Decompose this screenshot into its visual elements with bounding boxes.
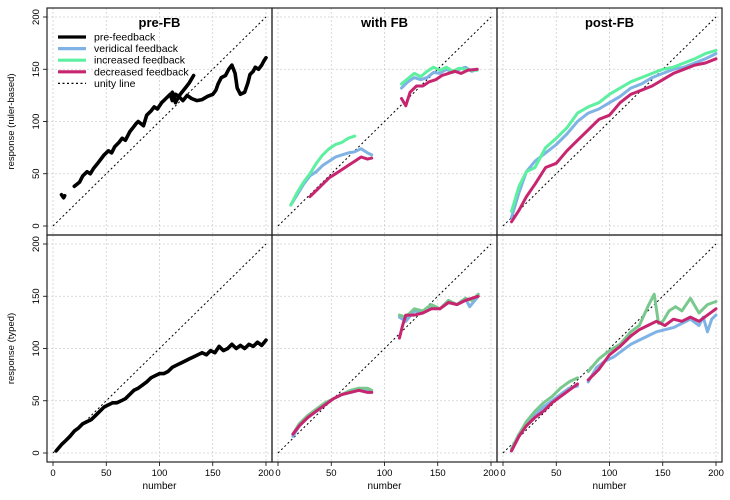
xtick-label: 150 [205,468,221,479]
series-line-decreased [510,382,579,453]
xtick-label: 200 [708,468,724,479]
x-axis-label: number [593,481,628,492]
series-line-decreased [291,388,374,436]
series-line-pre [59,192,67,200]
series-line-increased [289,134,357,207]
panel-title: pre-FB [139,15,181,30]
series-line-increased [510,48,718,213]
legend-label: increased feedback [94,55,186,67]
legend-label: unity line [94,78,136,90]
ytick-label: 50 [31,168,42,179]
series-line-decreased [308,155,374,199]
series-line-pre [72,73,196,189]
xtick-label: 50 [551,468,562,479]
xtick-label: 50 [101,468,112,479]
unity-line [52,16,267,227]
xtick-label: 0 [500,468,505,479]
series-line-decreased [586,307,718,382]
panel-1-2: 0 50 100 150 200 number [496,234,724,492]
xtick-label: 100 [152,468,168,479]
panel-1-1: 0 50 100 150 200 number [271,234,499,492]
panel-0-2: post-FB [496,7,723,236]
series-line-veridical [400,65,479,90]
legend-label: decreased feedback [94,66,189,78]
grid [497,235,722,462]
series-line-decreased [510,57,718,224]
grid [47,235,272,462]
y-axis-label: response (typed) [6,313,17,384]
series-line-decreased [400,67,479,108]
series-line-veridical [510,384,579,453]
panel-title: with FB [360,15,408,30]
panel-title: post-FB [585,15,634,30]
xtick-label: 150 [430,468,446,479]
legend-label: veridical feedback [94,43,179,55]
unity-line [502,16,717,227]
ytick-label: 100 [31,341,42,357]
xtick-label: 100 [602,468,618,479]
series-line-veridical [586,313,718,384]
ytick-label: 0 [31,223,42,228]
unity-line [502,243,717,454]
ytick-label: 200 [31,236,42,252]
xtick-label: 0 [50,468,55,479]
ytick-label: 0 [31,450,42,455]
ytick-label: 100 [31,114,42,130]
y-axis-label: response (ruler-based) [6,73,17,169]
series-line-increased [400,65,479,86]
ytick-label: 50 [31,395,42,406]
legend-label: pre-feedback [94,32,156,44]
x-axis-label: number [368,481,403,492]
series-line-pre [170,55,268,105]
x-axis-label: number [143,481,178,492]
grid [497,8,722,235]
unity-line [277,243,492,454]
series-line-pre [54,338,268,453]
xtick-label: 100 [377,468,393,479]
ytick-label: 200 [31,9,42,25]
series-line-veridical [510,52,718,220]
panel-0-1: with FB [271,7,498,236]
series-line-decreased [397,294,480,340]
xtick-label: 200 [483,468,499,479]
series-line-increased_typed [510,376,579,451]
ytick-label: 150 [31,288,42,304]
xtick-label: 50 [326,468,337,479]
xtick-label: 150 [655,468,671,479]
unity-line [52,243,267,454]
grid [47,8,272,235]
panel-1-0: 0 50 100 150 200 0 50 100 150 200 number [31,234,274,492]
series-line-veridical [291,388,374,438]
panels-layer: pre-FB 0 50 100 150 200 with FB post-FB 0 50 100 15… [6,7,724,492]
xtick-label: 200 [258,468,274,479]
xtick-label: 0 [275,468,280,479]
ytick-label: 150 [31,61,42,77]
